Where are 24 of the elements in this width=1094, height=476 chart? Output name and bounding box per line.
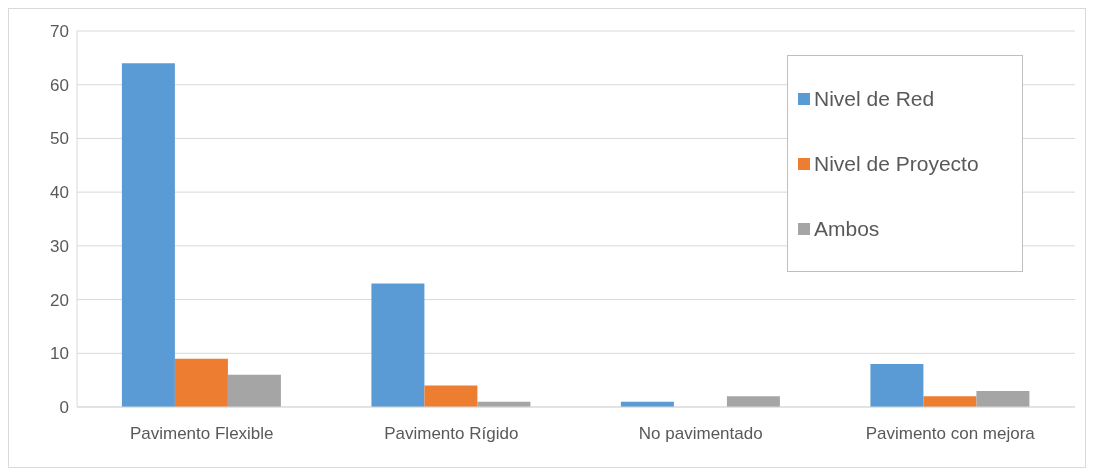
bar [371,283,425,407]
x-tick-label: Pavimento Flexible [129,424,274,444]
bar [424,385,478,407]
legend-label: Nivel de Proyecto [814,151,979,176]
legend-label: Nivel de Red [814,86,935,111]
y-tick-label: 60 [50,75,69,95]
y-tick-label: 0 [59,398,69,418]
y-tick-label: 50 [50,129,69,149]
x-tick-label: Pavimento con mejora [865,424,1036,444]
x-tick-label: No pavimentado [638,424,763,444]
x-tick-label: Pavimento Rígido [384,424,519,444]
y-tick-label: 10 [50,344,69,364]
bar [174,358,228,407]
bar [976,390,1030,407]
bar [227,374,281,407]
y-tick-label: 70 [50,22,69,42]
y-tick-label: 20 [50,290,69,310]
bar [923,396,977,407]
bar [726,396,780,407]
bar [121,63,175,407]
bar [870,364,924,407]
y-tick-label: 30 [50,236,69,256]
legend-label: Ambos [814,216,880,241]
y-tick-label: 40 [50,183,69,203]
